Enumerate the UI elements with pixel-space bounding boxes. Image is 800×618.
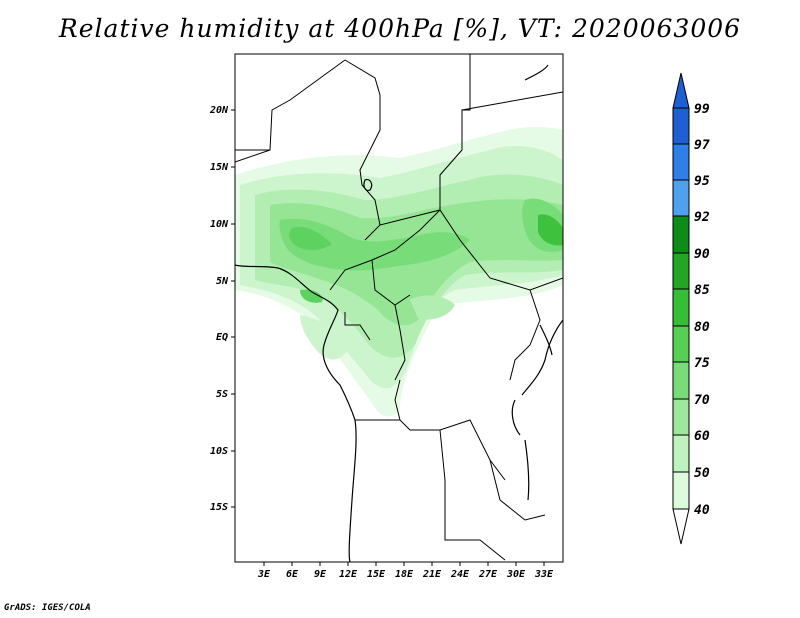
y-tick-label: 15N — [210, 162, 229, 173]
grads-credit: GrADS: IGES/COLA — [4, 603, 91, 613]
colorbar: 99 97 95 92 90 85 80 75 70 60 50 40 — [672, 72, 710, 545]
y-tick-label: 20N — [209, 105, 229, 116]
x-tick-label: 30E — [506, 569, 526, 580]
colorbar-label: 95 — [694, 174, 710, 189]
colorbar-swatch — [672, 325, 690, 363]
colorbar-top-arrow — [672, 72, 690, 109]
colorbar-swatch — [672, 107, 690, 145]
y-tick-label: EQ — [216, 332, 228, 343]
x-tick-label: 24E — [450, 569, 470, 580]
rh-contour-50b — [300, 315, 350, 360]
y-tick-label: 5S — [216, 389, 228, 400]
colorbar-label: 60 — [694, 429, 710, 444]
rh-contour-75 — [279, 218, 470, 271]
lake-chad — [363, 179, 373, 192]
colorbar-label: 40 — [694, 503, 710, 518]
rh-contour-60b — [410, 295, 455, 320]
y-tick-label: 5N — [216, 276, 229, 287]
x-tick-label: 3E — [257, 569, 271, 580]
colorbar-swatch — [672, 471, 690, 510]
colorbar-swatch — [672, 434, 690, 473]
humidity-field — [235, 127, 563, 417]
y-tick-label: 15S — [210, 502, 228, 513]
x-axis: 3E 6E 9E 12E 15E 18E 21E 24E 27E 30E 33E — [257, 562, 554, 580]
chart-title: Relative humidity at 400hPa [%], VT: 202… — [58, 14, 742, 43]
colorbar-label: 99 — [694, 102, 710, 117]
coastline-east-africa — [521, 319, 563, 396]
x-tick-label: 15E — [367, 569, 386, 580]
rh-contour-80 — [289, 226, 332, 251]
x-tick-label: 33E — [534, 569, 554, 580]
coastline-north — [524, 64, 549, 81]
y-tick-label: 10S — [210, 446, 228, 457]
colorbar-swatch — [672, 252, 690, 290]
y-axis: 20N 15N 10N 5N EQ 5S 10S 15S — [209, 105, 235, 513]
colorbar-label: 92 — [694, 210, 710, 225]
x-tick-label: 27E — [478, 569, 498, 580]
colorbar-swatch — [672, 361, 690, 400]
plot-frame — [234, 53, 564, 563]
map-outlines — [235, 54, 563, 562]
colorbar-label: 75 — [694, 356, 710, 371]
x-tick-label: 18E — [395, 569, 414, 580]
coastline-west-africa — [235, 264, 357, 562]
colorbar-swatch — [672, 143, 690, 181]
colorbar-swatch — [672, 398, 690, 436]
colorbar-swatch — [672, 179, 690, 217]
colorbar-label: 90 — [694, 247, 710, 262]
rh-contour-80b — [300, 289, 323, 303]
colorbar-label: 70 — [694, 393, 710, 408]
x-tick-label: 21E — [422, 569, 442, 580]
borders — [235, 54, 563, 561]
x-tick-label: 12E — [339, 569, 358, 580]
x-tick-label: 6E — [286, 569, 299, 580]
great-lakes — [511, 324, 553, 501]
colorbar-label: 97 — [694, 138, 710, 153]
colorbar-swatch — [672, 215, 690, 254]
x-tick-label: 9E — [314, 569, 327, 580]
y-tick-label: 10N — [210, 219, 229, 230]
colorbar-label: 50 — [694, 466, 710, 481]
colorbar-swatch — [672, 288, 690, 327]
colorbar-bottom-arrow — [672, 508, 690, 545]
colorbar-label: 80 — [694, 320, 710, 335]
rh-contour-85 — [538, 214, 563, 246]
colorbar-label: 85 — [694, 283, 710, 298]
